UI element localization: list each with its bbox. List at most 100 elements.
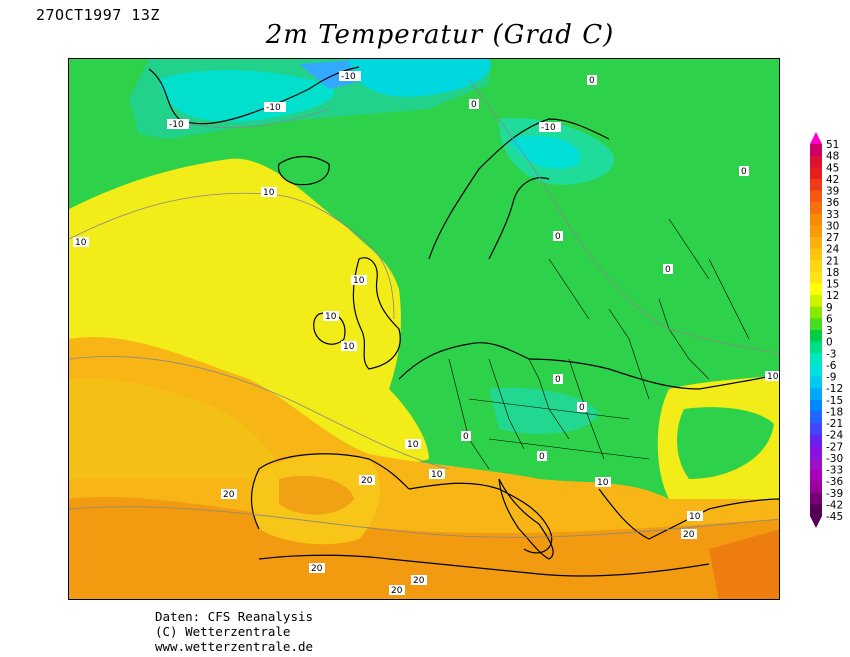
zone-red-orange-se	[709, 529, 779, 599]
legend-tick-label: 42	[826, 174, 839, 186]
legend-tick-label: -42	[826, 499, 843, 511]
contour-label-10: 10	[431, 470, 443, 480]
legend-swatch	[810, 481, 822, 494]
legend-swatch	[810, 457, 822, 470]
contour-label-10: 10	[75, 238, 87, 248]
legend-tick-label: 12	[826, 290, 839, 302]
legend-tick-label: 3	[826, 325, 833, 337]
legend-tick-label: 33	[826, 209, 839, 221]
credits-data-source: Daten: CFS Reanalysis	[155, 609, 314, 624]
legend-tick-labels: 51484542393633302724211815129630-3-6-9-1…	[826, 139, 843, 523]
legend-swatch	[810, 353, 822, 366]
legend-tick-label: 27	[826, 232, 839, 244]
legend-tick-label: 15	[826, 279, 839, 291]
legend-tick-label: -15	[826, 395, 843, 407]
contour-label-0: 0	[539, 452, 545, 462]
legend-swatches	[810, 132, 822, 528]
legend-tick-label: 39	[826, 186, 839, 198]
legend-swatch	[810, 237, 822, 250]
contour-label-0: 0	[555, 232, 561, 242]
zone-teal-alps	[489, 387, 599, 434]
contour-label-minus10: -10	[266, 103, 281, 113]
legend-tick-label: -21	[826, 418, 843, 430]
contour-label-0: 0	[579, 403, 585, 413]
zone-cyan-svalbard	[349, 59, 491, 97]
legend-swatch	[810, 399, 822, 412]
legend-tick-label: -30	[826, 453, 843, 465]
legend-swatch	[810, 469, 822, 482]
legend-tick-label: 36	[826, 197, 840, 209]
zone-iberia-warm	[279, 475, 354, 515]
legend-tick-label: -24	[826, 430, 843, 442]
contour-label-minus10: -10	[169, 120, 184, 130]
temperature-map: -10 -10 -10 -10 0 0 0 0 0 0 0 0 0	[68, 58, 780, 600]
credits: Daten: CFS Reanalysis (C) Wetterzentrale…	[155, 609, 313, 654]
legend-swatch	[810, 388, 822, 401]
legend-swatch	[810, 144, 822, 157]
zone-deep-orange-south	[69, 497, 779, 599]
contour-label-0: 0	[463, 432, 469, 442]
legend-tick-label: -45	[826, 511, 843, 523]
legend-swatch	[810, 225, 822, 238]
contour-label-20: 20	[683, 530, 695, 540]
contour-label-20: 20	[311, 564, 323, 574]
legend-swatch	[810, 434, 822, 447]
credits-website: www.wetterzentrale.de	[155, 639, 314, 654]
legend-tick-label: 45	[826, 162, 839, 174]
legend-tick-label: 48	[826, 151, 839, 163]
legend-tick-label: -18	[826, 406, 843, 418]
contour-label-20: 20	[391, 586, 403, 596]
legend-swatch	[810, 271, 822, 284]
zone-green-caspian	[677, 407, 774, 479]
date-label: 27OCT1997 13Z	[36, 6, 160, 24]
legend-swatch	[810, 318, 822, 331]
contour-label-10: 10	[343, 342, 355, 352]
zone-light-orange-atlantic	[69, 378, 289, 479]
contour-labels: -10 -10 -10 -10 0 0 0 0 0 0 0 0 0	[73, 71, 779, 596]
contour-label-0: 0	[665, 265, 671, 275]
legend-arrow-bottom	[810, 516, 822, 528]
legend-swatch	[810, 504, 822, 517]
contour-label-20: 20	[223, 490, 235, 500]
legend-swatch	[810, 492, 822, 505]
contour-label-10: 10	[325, 312, 337, 322]
legend-tick-label: -3	[826, 348, 836, 360]
contour-label-10: 10	[407, 440, 419, 450]
legend-tick-label: 51	[826, 139, 839, 151]
contour-label-0: 0	[471, 100, 477, 110]
legend-swatch	[810, 213, 822, 226]
contour-label-10: 10	[689, 512, 701, 522]
legend-tick-label: 18	[826, 267, 839, 279]
legend-arrow-top	[810, 132, 822, 144]
legend-swatch	[810, 411, 822, 424]
legend-swatch	[810, 446, 822, 459]
legend-tick-label: 30	[826, 220, 839, 232]
contour-label-20: 20	[361, 476, 373, 486]
zone-cyan-kola	[509, 135, 581, 169]
legend-swatch	[810, 341, 822, 354]
legend-tick-label: -27	[826, 441, 843, 453]
legend-tick-label: 24	[826, 244, 840, 256]
legend-tick-label: 9	[826, 302, 833, 314]
legend-swatch	[810, 283, 822, 296]
map-title: 2m Temperatur (Grad C)	[265, 20, 615, 50]
legend-tick-label: -9	[826, 372, 836, 384]
legend-tick-label: -6	[826, 360, 837, 372]
legend-swatch	[810, 248, 822, 261]
contour-label-0: 0	[589, 76, 595, 86]
map-canvas: -10 -10 -10 -10 0 0 0 0 0 0 0 0 0	[69, 59, 779, 599]
contour-label-20: 20	[413, 576, 425, 586]
legend-swatch	[810, 190, 822, 203]
contour-label-minus10: -10	[541, 123, 556, 133]
legend-tick-label: -39	[826, 488, 843, 500]
credits-copyright: (C) Wetterzentrale	[155, 624, 291, 639]
contour-label-10: 10	[767, 372, 779, 382]
legend-swatch	[810, 167, 822, 180]
contour-label-minus10: -10	[341, 72, 356, 82]
zone-cyan-greenland	[159, 69, 335, 122]
legend-tick-label: 21	[826, 255, 839, 267]
legend-tick-label: -36	[826, 476, 843, 488]
legend-swatch	[810, 260, 822, 273]
legend-swatch	[810, 295, 822, 308]
legend-swatch	[810, 306, 822, 319]
